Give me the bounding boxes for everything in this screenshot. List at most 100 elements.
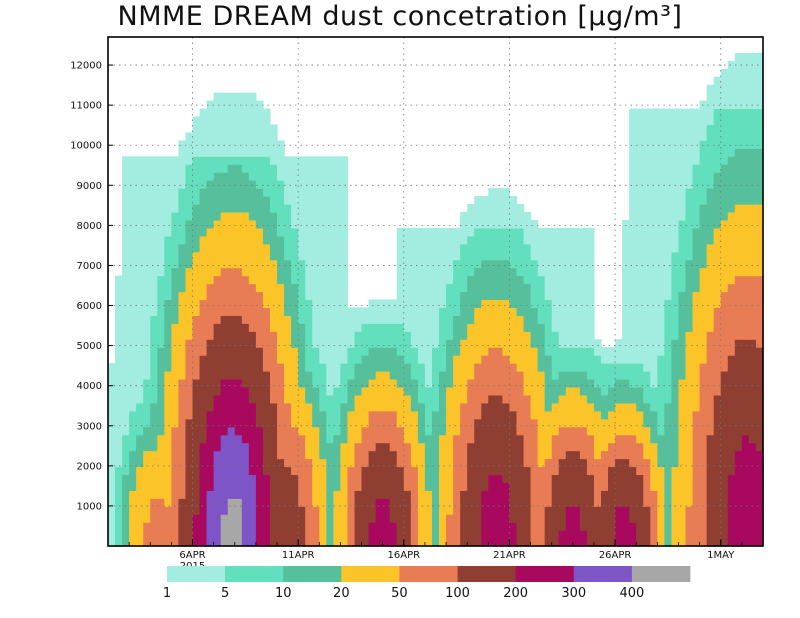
concentration-cell [431, 530, 440, 539]
concentration-cell [460, 522, 468, 531]
concentration-cell [692, 410, 701, 420]
concentration-cell [305, 347, 313, 356]
concentration-cell [678, 466, 687, 476]
concentration-cell [213, 283, 222, 293]
concentration-cell [115, 490, 123, 499]
concentration-cell [671, 132, 680, 141]
concentration-cell [262, 538, 271, 547]
concentration-cell [523, 283, 532, 293]
colorbar-swatch [225, 566, 284, 582]
concentration-cell [551, 442, 560, 452]
concentration-cell [164, 243, 172, 253]
concentration-cell [136, 172, 144, 181]
concentration-cell [424, 355, 433, 364]
concentration-cell [178, 506, 187, 515]
concentration-cell [417, 331, 426, 340]
concentration-cell [340, 259, 349, 269]
concentration-cell [333, 386, 342, 396]
concentration-cell [410, 394, 419, 404]
concentration-cell [636, 291, 644, 301]
concentration-cell [178, 204, 187, 213]
concentration-cell [650, 291, 658, 301]
concentration-cell [741, 347, 750, 356]
concentration-cell [157, 275, 165, 285]
concentration-cell [657, 378, 665, 388]
concentration-cell [650, 235, 658, 245]
concentration-cell [284, 275, 292, 285]
concentration-cell [234, 394, 243, 404]
concentration-cell [284, 442, 292, 452]
concentration-cell [326, 538, 334, 547]
concentration-cell [192, 450, 201, 460]
concentration-cell [565, 355, 574, 364]
concentration-cell [671, 180, 680, 189]
concentration-cell [650, 140, 658, 149]
concentration-cell [150, 498, 158, 507]
concentration-cell [636, 482, 644, 491]
concentration-cell [657, 108, 665, 118]
concentration-cell [692, 466, 701, 476]
concentration-cell [157, 522, 165, 531]
concentration-cell [748, 291, 757, 301]
concentration-cell [748, 227, 757, 237]
concentration-cell [375, 450, 384, 460]
concentration-cell [431, 275, 440, 285]
concentration-cell [460, 299, 468, 308]
concentration-cell [579, 315, 588, 324]
concentration-cell [431, 522, 440, 531]
concentration-cell [664, 180, 673, 189]
concentration-cell [122, 506, 130, 515]
concentration-cell [129, 156, 137, 165]
concentration-cell [157, 251, 165, 261]
concentration-cell [643, 148, 651, 157]
concentration-cell [171, 450, 180, 460]
concentration-cell [143, 482, 151, 491]
concentration-cell [417, 307, 426, 316]
concentration-cell [755, 490, 764, 499]
concentration-cell [382, 331, 391, 340]
concentration-cell [157, 378, 165, 388]
concentration-cell [220, 522, 229, 531]
concentration-cell [523, 307, 532, 316]
concentration-cell [530, 339, 539, 348]
concentration-cell [720, 530, 729, 539]
concentration-cell [664, 243, 673, 253]
concentration-cell [410, 227, 419, 237]
concentration-cell [227, 227, 236, 237]
concentration-cell [178, 275, 187, 285]
concentration-cell [593, 458, 602, 468]
concentration-cell [150, 434, 158, 444]
concentration-cell [298, 251, 306, 261]
concentration-cell [467, 227, 475, 237]
concentration-cell [706, 506, 715, 515]
concentration-cell [685, 148, 694, 157]
concentration-cell [495, 227, 504, 237]
concentration-cell [389, 426, 398, 436]
concentration-cell [643, 490, 651, 499]
concentration-cell [403, 482, 412, 491]
concentration-cell [431, 307, 440, 316]
concentration-cell [481, 251, 489, 261]
concentration-cell [692, 331, 701, 340]
concentration-cell [748, 84, 757, 94]
concentration-cell [699, 283, 708, 293]
concentration-cell [488, 410, 496, 420]
concentration-cell [368, 522, 377, 531]
concentration-cell [636, 196, 644, 205]
concentration-cell [622, 347, 630, 356]
concentration-cell [643, 211, 651, 221]
concentration-cell [544, 251, 553, 261]
concentration-cell [720, 180, 729, 189]
concentration-cell [495, 323, 504, 332]
concentration-cell [277, 410, 285, 420]
concentration-cell [713, 307, 722, 316]
concentration-cell [171, 251, 180, 261]
concentration-cell [664, 490, 673, 499]
concentration-cell [220, 355, 229, 364]
concentration-cell [284, 180, 292, 189]
concentration-cell [361, 426, 370, 436]
concentration-cell [410, 291, 419, 301]
concentration-cell [685, 291, 694, 301]
concentration-cell [608, 466, 616, 476]
concentration-cell [361, 363, 370, 372]
